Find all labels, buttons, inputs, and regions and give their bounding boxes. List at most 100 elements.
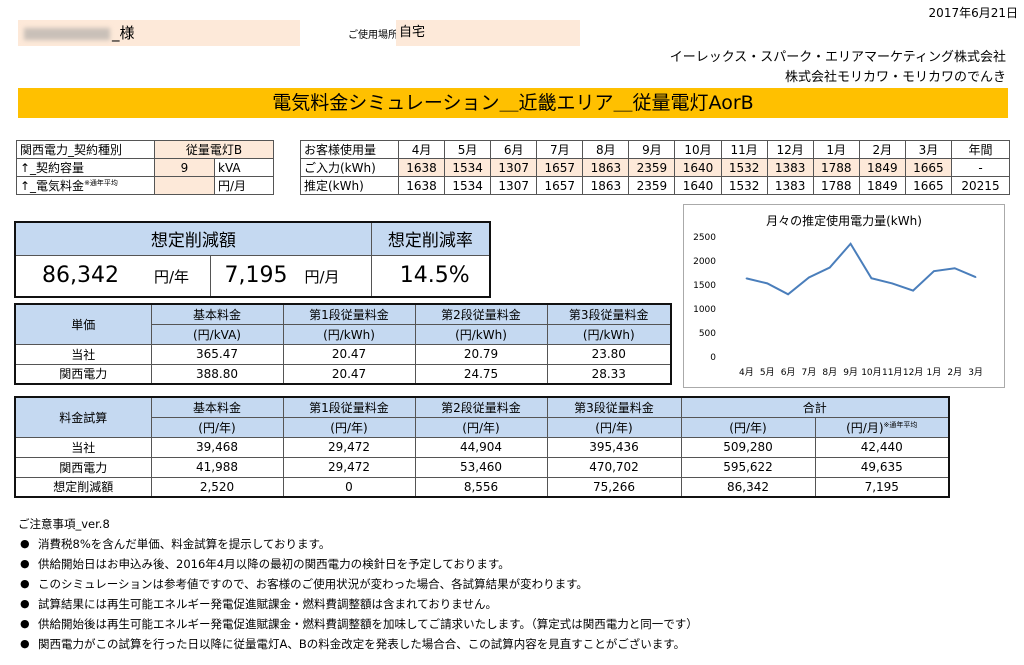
usage-estimate-label: 推定(kWh) xyxy=(300,176,399,195)
data-point xyxy=(766,282,769,285)
table-row: 想定削減額 2,520 0 8,556 75,266 86,342 7,195 xyxy=(14,476,950,498)
usage-header-label: お客様使用量 xyxy=(300,140,399,159)
contract-type-label: 関西電力_契約種別 xyxy=(16,140,155,159)
usage-month-header: 3月 xyxy=(904,140,953,159)
usage-estimate-cell: 2359 xyxy=(628,176,676,195)
table-row: 関西電力 41,988 29,472 53,460 470,702 595,622 49,6… xyxy=(14,456,950,478)
usage-annual-header: 年間 xyxy=(951,140,1010,159)
fee-trial-title: 料金試算 xyxy=(14,396,152,438)
usage-estimate-cell: 1532 xyxy=(720,176,768,195)
usage-month-header: 4月 xyxy=(397,140,446,159)
usage-month-header: 2月 xyxy=(858,140,906,159)
y-tick-label: 500 xyxy=(699,329,716,339)
x-tick-label: 7月 xyxy=(802,367,817,378)
data-point xyxy=(745,277,748,280)
unit-price-s3: (円/kWh) xyxy=(546,323,672,345)
place-label: ご使用場所 xyxy=(348,30,398,41)
x-tick-label: 8月 xyxy=(822,367,837,378)
series-line xyxy=(746,242,976,296)
cell: 20.47 xyxy=(282,363,416,385)
row-label: 関西電力 xyxy=(14,363,152,385)
contract-table: 関西電力_契約種別 従量電灯B ↑_契約容量 9 kVA ↑_電気料金※通年平均… xyxy=(16,140,274,195)
customer-name-field: _様 xyxy=(18,20,300,46)
usage-input-cell: 1788 xyxy=(812,158,860,177)
table-row: 当社 365.47 20.47 20.79 23.80 xyxy=(14,343,672,365)
usage-input-cell: 1534 xyxy=(444,158,492,177)
data-point xyxy=(828,266,831,269)
unit-price-h1: 第1段従量料金 xyxy=(282,303,416,325)
x-tick-label: 1月 xyxy=(927,367,942,378)
note-item: 供給開始日はお申込み後、2016年4月以降の最初の関西電力の検針日を予定しており… xyxy=(18,554,698,574)
note-item: 試算結果には再生可能エネルギー発電促進賦課金・燃料費調整額は含まれておりません。 xyxy=(18,594,698,614)
cell: 2,520 xyxy=(150,476,284,498)
cell: 388.80 xyxy=(150,363,284,385)
annual-savings: 86,342 円/年 xyxy=(14,254,211,298)
fee-s2: (円/年) xyxy=(414,416,548,438)
row-label: 当社 xyxy=(14,343,152,365)
fee-h3: 第3段従量料金 xyxy=(546,396,682,418)
usage-estimate-cell: 1665 xyxy=(904,176,953,195)
usage-estimate-cell: 1307 xyxy=(490,176,538,195)
data-point xyxy=(933,270,935,272)
x-tick-label: 12月 xyxy=(903,367,923,378)
note-item: このシミュレーションは参考値ですので、お客様のご使用状況が変わった場合、各試算結… xyxy=(18,574,698,594)
cell: 29,472 xyxy=(282,456,416,478)
blurred-name xyxy=(24,27,110,40)
data-point xyxy=(808,276,810,279)
y-tick-label: 2500 xyxy=(693,233,716,243)
cell: 42,440 xyxy=(814,436,950,458)
cell: 53,460 xyxy=(414,456,548,478)
fee-trial-table: 料金試算 基本料金 第1段従量料金 第2段従量料金 第3段従量料金 合計 (円/… xyxy=(14,396,950,498)
fee-s0: (円/年) xyxy=(150,416,284,438)
cell: 395,436 xyxy=(546,436,682,458)
page-title-banner: 電気料金シミュレーション＿近畿エリア＿従量電灯AorB xyxy=(18,88,1008,118)
document-date: 2017年6月21日 xyxy=(928,6,1018,20)
fee-unit: 円/月 xyxy=(214,176,274,195)
company-name-1: イーレックス・スパーク・エリアマーケティング株式会社 xyxy=(669,50,1006,65)
usage-estimate-cell: 1863 xyxy=(582,176,630,195)
usage-month-header: 6月 xyxy=(490,140,538,159)
x-tick-label: 4月 xyxy=(739,367,754,378)
usage-input-cell: 1849 xyxy=(858,158,906,177)
monthly-savings-unit: 円/月 xyxy=(304,268,340,287)
capacity-value: 9 xyxy=(154,158,215,177)
x-tick-label: 2月 xyxy=(947,367,962,378)
usage-estimate-cell: 1788 xyxy=(812,176,860,195)
cell: 23.80 xyxy=(546,343,672,365)
unit-price-s0: (円/kVA) xyxy=(150,323,284,345)
usage-input-cell: 1640 xyxy=(674,158,722,177)
cell: 595,622 xyxy=(680,456,816,478)
usage-month-header: 9月 xyxy=(628,140,676,159)
savings-rate-label: 想定削減率 xyxy=(370,221,491,256)
fee-total-month-label: (円/月) xyxy=(846,420,884,435)
customer-suffix: _様 xyxy=(112,24,135,42)
cell: 24.75 xyxy=(414,363,548,385)
fee-h0: 基本料金 xyxy=(150,396,284,418)
cell: 44,904 xyxy=(414,436,548,458)
unit-price-h0: 基本料金 xyxy=(150,303,284,325)
company-name-2: 株式会社モリカワ・モリカワのでんき xyxy=(784,70,1006,85)
cell: 75,266 xyxy=(546,476,682,498)
usage-input-cell: 1863 xyxy=(582,158,630,177)
usage-input-cell: 1307 xyxy=(490,158,538,177)
usage-input-annual: - xyxy=(951,158,1010,177)
note-item: 供給開始後は再生可能エネルギー発電促進賦課金・燃料費調整額を加味してご請求いたし… xyxy=(18,614,698,634)
cell: 49,635 xyxy=(814,456,950,478)
usage-table: お客様使用量 4月 5月 6月 7月 8月 9月 10月 11月 12月 1月 2月 3月 年間 ご入力… xyxy=(300,140,1010,195)
usage-month-header: 5月 xyxy=(444,140,492,159)
savings-rate-value: 14.5% xyxy=(370,254,491,298)
fee-h1: 第1段従量料金 xyxy=(282,396,416,418)
usage-input-label: ご入力(kWh) xyxy=(300,158,399,177)
cell: 470,702 xyxy=(546,456,682,478)
cell: 39,468 xyxy=(150,436,284,458)
contract-type-value: 従量電灯B xyxy=(154,140,274,159)
usage-month-header: 1月 xyxy=(812,140,860,159)
notes-title: ご注意事項_ver.8 xyxy=(18,517,110,531)
x-tick-label: 6月 xyxy=(781,367,796,378)
cell: 86,342 xyxy=(680,476,816,498)
x-tick-label: 9月 xyxy=(843,367,858,378)
unit-price-table: 単価 基本料金 第1段従量料金 第2段従量料金 第3段従量料金 (円/kVA) … xyxy=(14,303,672,385)
data-point xyxy=(870,277,873,280)
monthly-savings-value: 7,195 xyxy=(224,263,288,289)
capacity-label: ↑_契約容量 xyxy=(16,158,155,177)
